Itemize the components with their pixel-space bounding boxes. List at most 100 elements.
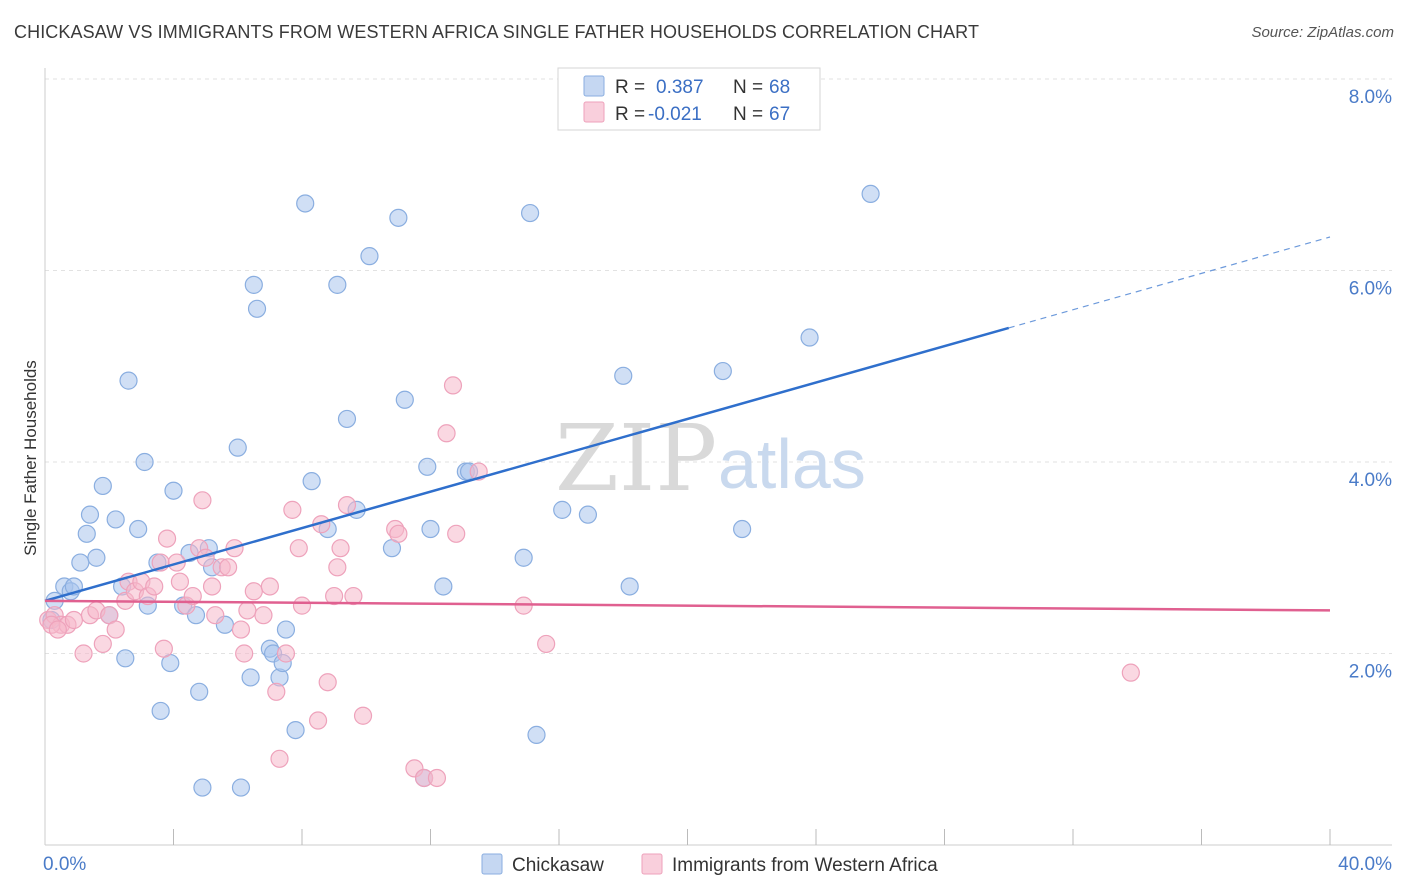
point-western-africa	[106, 620, 125, 639]
bottom-legend-swatch-chickasaw	[481, 853, 503, 875]
series-legend: Chickasaw Immigrants from Western Africa	[481, 853, 938, 876]
point-chickasaw	[861, 184, 880, 203]
bottom-legend-swatch-western-africa	[641, 853, 663, 875]
point-western-africa	[244, 582, 263, 601]
point-western-africa	[93, 634, 112, 654]
point-chickasaw	[527, 725, 546, 744]
point-western-africa	[276, 644, 296, 663]
point-western-africa	[328, 558, 347, 577]
legend-r-value-2: -0.021	[648, 104, 702, 125]
point-chickasaw	[241, 668, 260, 687]
point-chickasaw	[77, 524, 96, 543]
point-western-africa	[170, 572, 190, 591]
watermark: ZIP atlas	[555, 405, 866, 512]
point-chickasaw	[193, 778, 212, 797]
point-western-africa	[193, 491, 212, 510]
point-western-africa	[325, 586, 344, 606]
point-chickasaw	[337, 409, 357, 429]
point-chickasaw	[302, 472, 321, 491]
point-western-africa	[157, 529, 177, 548]
point-western-africa	[74, 644, 93, 663]
point-western-africa	[344, 586, 363, 606]
point-chickasaw	[106, 510, 125, 529]
bottom-legend-label-western-africa: Immigrants from Western Africa	[672, 855, 938, 876]
point-western-africa	[267, 682, 286, 701]
point-western-africa	[145, 577, 164, 596]
point-chickasaw	[553, 500, 572, 519]
point-chickasaw	[578, 505, 598, 524]
point-western-africa	[389, 524, 408, 543]
legend-swatch-western-africa	[583, 101, 605, 123]
point-chickasaw	[514, 548, 533, 567]
data-points	[39, 184, 1140, 797]
legend-swatch-chickasaw	[583, 75, 605, 97]
point-chickasaw	[276, 620, 296, 639]
point-western-africa	[437, 424, 456, 443]
watermark-zip: ZIP	[555, 405, 717, 512]
point-chickasaw	[421, 519, 440, 539]
point-chickasaw	[395, 390, 414, 409]
point-western-africa	[447, 524, 466, 543]
legend-n-value-1: 68	[769, 77, 790, 98]
point-western-africa	[183, 586, 202, 606]
trend-line-chickasaw	[44, 326, 1010, 603]
point-western-africa	[283, 500, 302, 519]
point-western-africa	[318, 673, 337, 692]
point-western-africa	[537, 634, 556, 654]
y-tick-label: 6.0%	[1349, 279, 1392, 300]
point-chickasaw	[418, 457, 437, 476]
point-chickasaw	[228, 438, 247, 457]
point-western-africa	[64, 610, 84, 630]
x-tick-label-max: 40.0%	[1338, 854, 1392, 875]
point-western-africa	[443, 376, 463, 395]
point-western-africa	[1121, 663, 1140, 682]
point-western-africa	[48, 620, 67, 639]
point-western-africa	[154, 639, 173, 658]
point-chickasaw	[389, 208, 408, 227]
point-chickasaw	[360, 247, 379, 266]
legend-r-label-1: R =	[615, 77, 645, 98]
point-western-africa	[254, 606, 273, 625]
point-chickasaw	[190, 682, 209, 701]
point-chickasaw	[164, 481, 183, 500]
legend-r-value-1: 0.387	[656, 77, 704, 98]
point-western-africa	[235, 644, 254, 663]
point-chickasaw	[434, 577, 453, 596]
legend-n-value-2: 67	[769, 104, 790, 125]
y-tick-label: 8.0%	[1349, 87, 1392, 108]
y-tick-label: 2.0%	[1349, 662, 1392, 683]
legend-n-label-2: N =	[733, 104, 763, 125]
chart-source: Source: ZipAtlas.com	[1251, 24, 1394, 41]
point-chickasaw	[87, 548, 106, 567]
point-western-africa	[337, 495, 357, 515]
point-western-africa	[260, 577, 279, 596]
point-chickasaw	[231, 778, 251, 797]
point-western-africa	[308, 711, 328, 730]
point-chickasaw	[93, 476, 112, 496]
point-chickasaw	[614, 366, 633, 385]
point-western-africa	[270, 749, 289, 768]
y-tick-label: 4.0%	[1349, 470, 1392, 491]
point-chickasaw	[119, 371, 138, 390]
chart-title: CHICKASAW VS IMMIGRANTS FROM WESTERN AFR…	[14, 22, 980, 42]
point-chickasaw	[733, 519, 752, 539]
point-western-africa	[289, 539, 308, 558]
point-western-africa	[353, 706, 373, 725]
legend-r-label-2: R =	[615, 104, 645, 125]
point-chickasaw	[129, 519, 148, 539]
trend-line-western-africa	[44, 599, 1331, 612]
correlation-legend: R = 0.387 N = 68 R = -0.021 N = 67	[557, 67, 821, 131]
axes: 2.0% 4.0% 6.0% 8.0% 0.0% 40.0%	[43, 68, 1392, 875]
legend-n-label-1: N =	[733, 77, 763, 98]
point-chickasaw	[328, 275, 347, 294]
point-chickasaw	[151, 701, 170, 721]
point-chickasaw	[71, 553, 90, 572]
point-western-africa	[292, 596, 312, 615]
point-western-africa	[202, 577, 222, 596]
point-chickasaw	[520, 203, 540, 223]
point-chickasaw	[800, 328, 819, 347]
watermark-atlas: atlas	[718, 425, 866, 503]
point-chickasaw	[116, 649, 135, 668]
point-western-africa	[331, 539, 350, 558]
